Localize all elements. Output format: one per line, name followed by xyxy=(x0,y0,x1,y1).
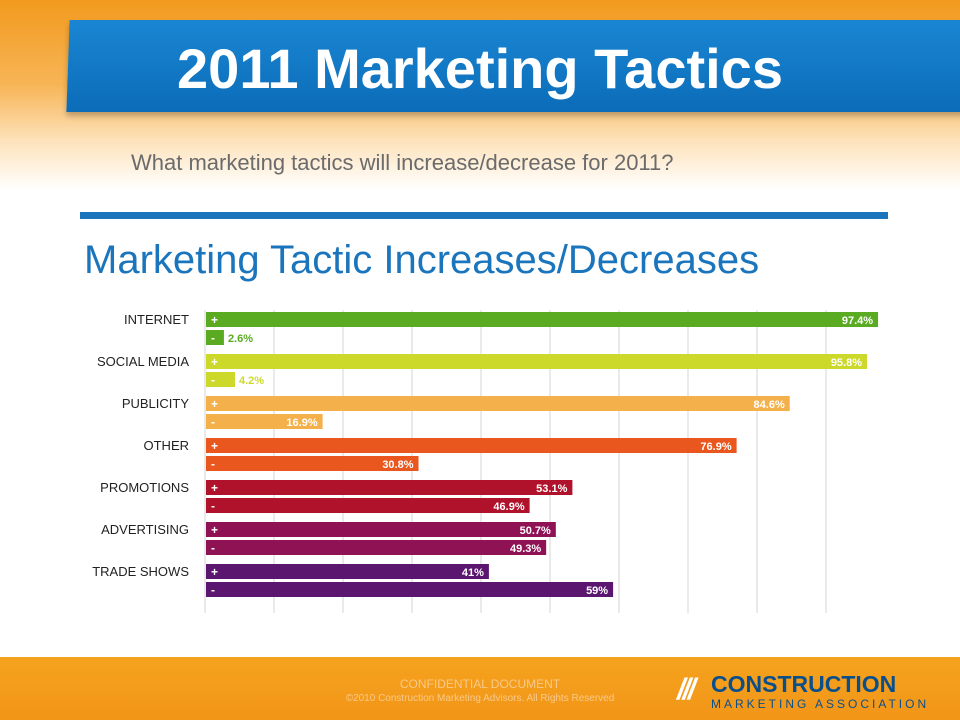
data-label: 2.6% xyxy=(228,333,253,345)
slide-question: What marketing tactics will increase/dec… xyxy=(131,150,674,175)
data-label: 76.9% xyxy=(700,441,731,453)
series-sign: + xyxy=(211,313,218,327)
category-label: SOCIAL MEDIA xyxy=(97,354,189,369)
bar-increase xyxy=(206,396,790,411)
data-label: 41% xyxy=(462,567,484,579)
bar-increase xyxy=(206,354,868,369)
data-label: 30.8% xyxy=(382,459,413,471)
footer-bar xyxy=(0,657,960,720)
logo-slashes: /// xyxy=(677,673,696,706)
data-label: 84.6% xyxy=(754,399,785,411)
series-sign: - xyxy=(211,583,215,597)
category-label: ADVERTISING xyxy=(101,522,189,537)
series-sign: + xyxy=(211,397,218,411)
data-label: 49.3% xyxy=(510,543,541,555)
logo-construction: CONSTRUCTION xyxy=(711,671,897,697)
bar-chart: INTERNET +97.4% - 2.6% SOCIAL MEDIA +95.8% - 4.… xyxy=(92,310,879,613)
bar-increase xyxy=(206,438,737,453)
bar-decrease xyxy=(206,330,224,345)
slide-title: 2011 Marketing Tactics xyxy=(177,37,783,100)
category-label: INTERNET xyxy=(124,312,189,327)
category-label: TRADE SHOWS xyxy=(92,564,189,579)
logo-association: MARKETING ASSOCIATION xyxy=(711,697,930,711)
series-sign: - xyxy=(211,541,215,555)
data-label: 97.4% xyxy=(842,315,873,327)
chart-top-rule xyxy=(80,212,888,219)
series-sign: - xyxy=(211,331,215,345)
category-label: PUBLICITY xyxy=(122,396,190,411)
data-label: 53.1% xyxy=(536,483,567,495)
copyright-text: ©2010 Construction Marketing Advisors. A… xyxy=(345,693,615,704)
series-sign: + xyxy=(211,523,218,537)
series-sign: - xyxy=(211,499,215,513)
series-sign: - xyxy=(211,373,215,387)
data-label: 95.8% xyxy=(831,357,862,369)
series-sign: + xyxy=(211,355,218,369)
series-sign: + xyxy=(211,565,218,579)
bar-decrease xyxy=(206,414,323,429)
category-label: OTHER xyxy=(144,438,190,453)
data-label: 46.9% xyxy=(493,501,524,513)
chart-title: Marketing Tactic Increases/Decreases xyxy=(84,238,760,282)
data-label: 4.2% xyxy=(239,375,264,387)
series-sign: - xyxy=(211,415,215,429)
data-label: 59% xyxy=(586,585,608,597)
data-label: 16.9% xyxy=(286,417,317,429)
bar-increase xyxy=(206,312,879,327)
bar-decrease xyxy=(206,540,547,555)
confidential-label: CONFIDENTIAL DOCUMENT xyxy=(399,677,561,691)
bar-decrease xyxy=(206,582,614,597)
series-sign: - xyxy=(211,457,215,471)
series-sign: + xyxy=(211,439,218,453)
category-label: PROMOTIONS xyxy=(100,480,189,495)
series-sign: + xyxy=(211,481,218,495)
bar-increase xyxy=(206,522,556,537)
bar-decrease xyxy=(206,498,530,513)
bar-decrease xyxy=(206,372,235,387)
bar-decrease xyxy=(206,456,419,471)
bar-increase xyxy=(206,480,573,495)
data-label: 50.7% xyxy=(520,525,551,537)
bar-increase xyxy=(206,564,489,579)
